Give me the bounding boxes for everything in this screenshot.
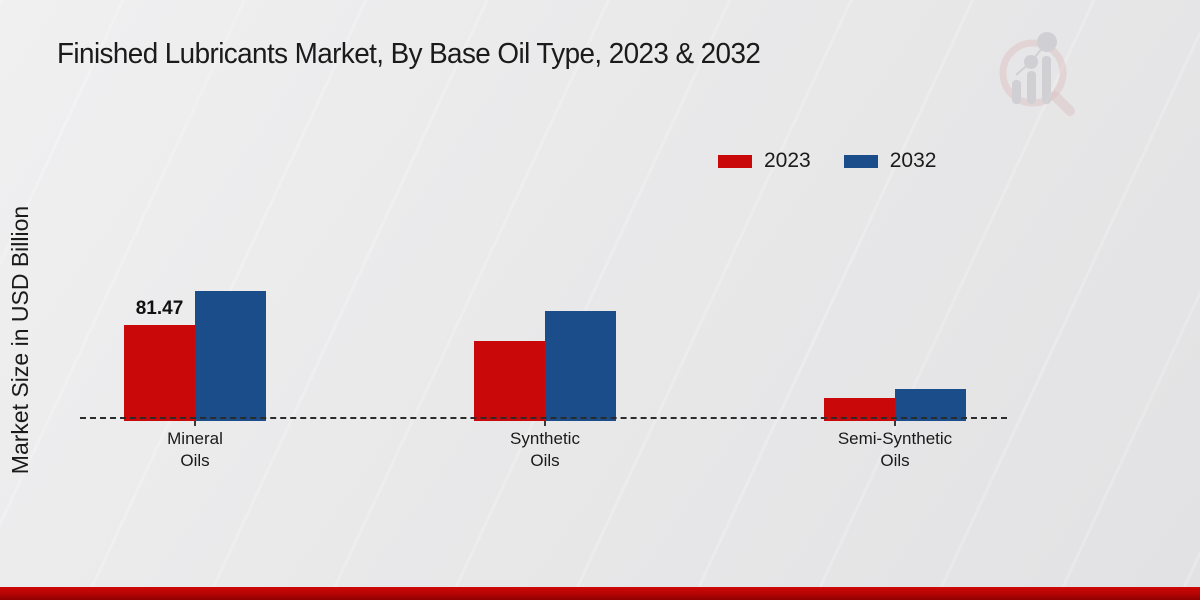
legend-swatch-2032 — [843, 154, 878, 168]
x-axis-baseline — [80, 417, 1007, 419]
category-label-semi-synthetic-oils: Semi-Synthetic Oils — [837, 429, 953, 470]
legend: 2023 2032 — [718, 149, 936, 173]
legend-label-2032: 2032 — [889, 149, 937, 172]
bar-2023-synthetic-oils — [474, 341, 545, 421]
x-tick — [194, 421, 196, 426]
legend-item-2023: 2023 — [718, 149, 811, 173]
bar-2032-semi-synthetic-oils — [895, 389, 966, 421]
bar-value-label: 81.47 — [135, 298, 184, 319]
bar-chart-magnifier-icon — [999, 32, 1075, 116]
legend-label-2023: 2023 — [764, 149, 811, 172]
bar-2023-semi-synthetic-oils — [824, 398, 895, 421]
bar-2023-mineral-oils — [124, 324, 195, 421]
legend-item-2032: 2032 — [843, 149, 937, 173]
legend-swatch-2023 — [718, 154, 752, 168]
bar-2032-synthetic-oils — [545, 311, 616, 421]
footer-red-strip — [0, 587, 1200, 600]
bar-2032-mineral-oils — [195, 290, 266, 421]
chart-title: Finished Lubricants Market, By Base Oil … — [57, 38, 761, 70]
x-tick — [894, 421, 896, 426]
category-label-synthetic-oils: Synthetic Oils — [510, 429, 580, 470]
category-label-mineral-oils: Mineral Oils — [167, 429, 223, 470]
x-tick — [544, 421, 546, 426]
